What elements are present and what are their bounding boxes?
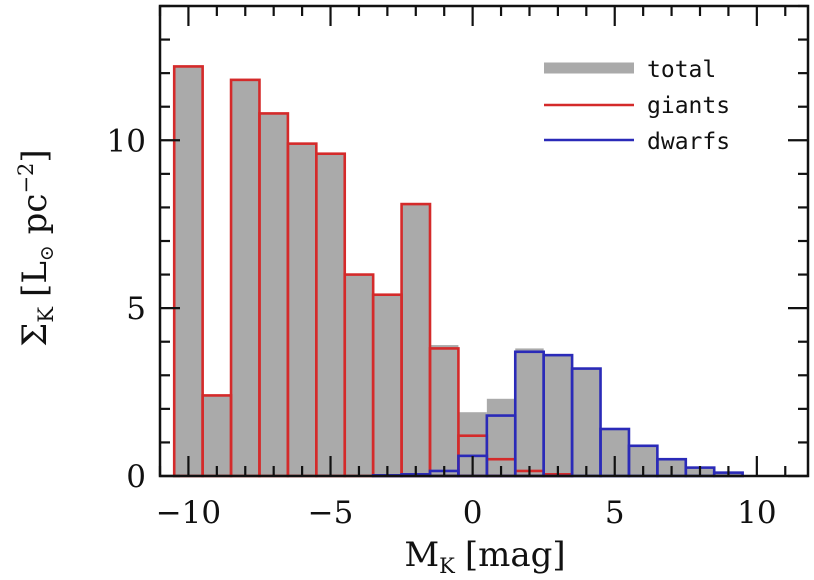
bar-total-12 — [515, 348, 544, 476]
x-tick-label-0: −10 — [156, 495, 221, 531]
x-tick-label-2: 0 — [463, 495, 483, 531]
y-axis-subscript: K — [34, 307, 58, 323]
y-tick-label-0: 0 — [126, 459, 146, 495]
bar-total-0 — [174, 66, 203, 477]
bar-total-3 — [259, 113, 288, 477]
legend-label-giants: giants — [647, 93, 730, 119]
y-axis-symbol: Σ — [15, 323, 55, 347]
x-tick-label-4: 10 — [737, 495, 776, 531]
bar-total-5 — [316, 153, 345, 476]
bar-total-8 — [401, 204, 430, 476]
legend-label-total: total — [647, 57, 716, 83]
y-axis-unit-open: [L — [15, 261, 55, 297]
y-axis-unit-close: ] — [15, 149, 55, 162]
x-axis-unit: [mag] — [465, 535, 566, 575]
bar-total-6 — [344, 274, 374, 476]
bar-total-14 — [572, 368, 601, 476]
bar-total-4 — [287, 143, 317, 476]
y-axis-unit-exp: −2 — [14, 163, 38, 194]
bar-total-7 — [373, 294, 402, 476]
y-axis-unit-sun: ⊙ — [36, 245, 58, 261]
legend: total giants dwarfs — [544, 57, 730, 155]
y-tick-label-2: 10 — [107, 123, 146, 159]
y-axis-label: ΣK [L⊙ pc−2] — [14, 149, 58, 346]
bar-total-13 — [543, 355, 573, 476]
x-axis-label: MK [mag] — [404, 535, 565, 578]
y-axis-unit-rest: pc — [15, 194, 55, 246]
bars-layer — [172, 65, 744, 478]
legend-label-dwarfs: dwarfs — [647, 129, 730, 155]
bar-total-1 — [202, 395, 232, 476]
x-axis-symbol: M — [404, 535, 439, 575]
x-tick-label-3: 5 — [605, 495, 625, 531]
y-tick-label-1: 5 — [126, 291, 146, 327]
x-axis-subscript: K — [439, 554, 455, 578]
bar-total-11 — [486, 398, 516, 476]
tick-labels: −10 −5 0 5 10 0 5 10 — [107, 123, 777, 531]
axis-ticks — [158, 4, 808, 478]
bar-total-9 — [430, 345, 459, 476]
x-tick-label-1: −5 — [308, 495, 354, 531]
bar-total-2 — [231, 79, 260, 477]
